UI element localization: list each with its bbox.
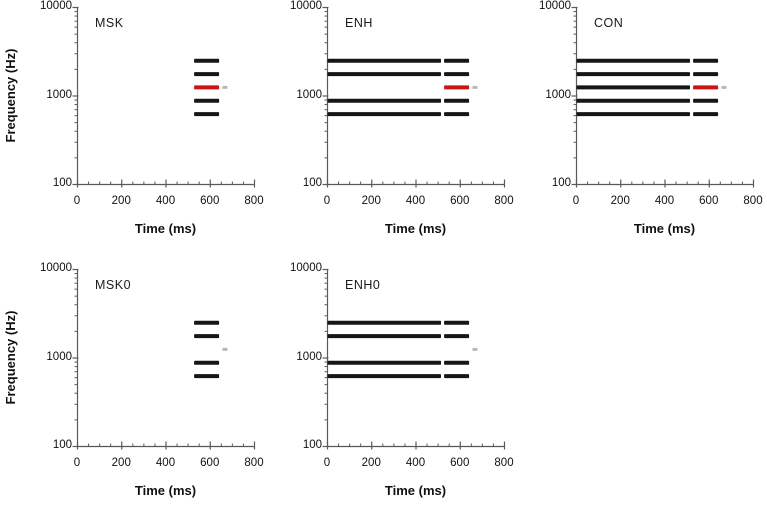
x-tick-label: 400: [155, 457, 176, 469]
x-tick-label: 400: [405, 457, 426, 469]
x-tick-label: 0: [73, 457, 81, 469]
signal-segment: [693, 85, 719, 90]
band-segment: [327, 72, 442, 77]
x-tick-label: 200: [111, 457, 131, 469]
y-tick-label: 10000: [290, 262, 322, 274]
band-segment: [327, 360, 442, 365]
x-tick-label: 200: [610, 195, 630, 207]
x-tick-label: 600: [699, 195, 719, 207]
plot-area: [571, 6, 755, 188]
x-tick-label: 800: [494, 195, 514, 207]
band-segment: [444, 374, 470, 379]
signal-segment: [194, 85, 220, 90]
y-tick-label: 10000: [40, 262, 72, 274]
band-segment: [576, 58, 691, 63]
x-tick-label: 800: [494, 457, 514, 469]
band-segment: [194, 112, 220, 117]
probe-segment: [222, 347, 228, 351]
x-axis-title: Time (ms): [633, 221, 696, 236]
probe-segment: [222, 85, 228, 89]
band-segment: [576, 85, 691, 90]
band-segment: [576, 98, 691, 103]
band-segment: [444, 112, 470, 117]
panel-label: ENH: [345, 16, 373, 30]
x-tick-label: 200: [361, 457, 381, 469]
y-tick-label: 100: [52, 439, 72, 451]
x-tick-label: 0: [73, 195, 81, 207]
band-segment: [444, 320, 470, 325]
x-tick-label: 800: [743, 195, 763, 207]
band-segment: [327, 112, 442, 117]
x-axis-title: Time (ms): [384, 483, 447, 498]
band-segment: [327, 58, 442, 63]
band-segment: [327, 98, 442, 103]
panel-label: ENH0: [345, 278, 381, 292]
x-axis-title: Time (ms): [134, 221, 197, 236]
y-tick-label: 1000: [46, 88, 72, 101]
band-segment: [327, 320, 442, 325]
band-segment: [693, 112, 719, 117]
x-tick-label: 200: [361, 195, 381, 207]
band-segment: [194, 360, 220, 365]
y-tick-label: 1000: [296, 350, 322, 363]
plot-area: [72, 6, 256, 188]
y-tick-label: 100: [302, 177, 322, 189]
x-tick-label: 600: [200, 457, 220, 469]
band-segment: [194, 72, 220, 77]
x-tick-label: 800: [244, 457, 264, 469]
signal-segment: [444, 85, 470, 90]
x-axis-title: Time (ms): [134, 483, 197, 498]
band-segment: [444, 72, 470, 77]
band-segment: [194, 58, 220, 63]
probe-segment: [721, 85, 727, 89]
x-tick-label: 800: [244, 195, 264, 207]
probe-segment: [472, 85, 478, 89]
y-tick-label: 100: [551, 177, 571, 189]
plot-area: [322, 268, 506, 450]
y-tick-label: 10000: [539, 0, 571, 12]
band-segment: [693, 58, 719, 63]
band-segment: [194, 334, 220, 339]
x-axis-title: Time (ms): [384, 221, 447, 236]
band-segment: [444, 360, 470, 365]
x-tick-label: 600: [200, 195, 220, 207]
x-tick-label: 0: [323, 195, 331, 207]
x-tick-label: 600: [450, 457, 470, 469]
x-tick-label: 200: [111, 195, 131, 207]
band-segment: [444, 334, 470, 339]
band-segment: [576, 112, 691, 117]
plot-area: [322, 6, 506, 188]
band-segment: [444, 98, 470, 103]
y-tick-label: 1000: [46, 350, 72, 363]
x-tick-label: 400: [405, 195, 426, 207]
plot-area: [72, 268, 256, 450]
x-tick-label: 600: [450, 195, 470, 207]
y-tick-label: 1000: [296, 88, 322, 101]
y-tick-label: 10000: [40, 0, 72, 12]
band-segment: [194, 374, 220, 379]
band-segment: [576, 72, 691, 77]
x-tick-label: 400: [654, 195, 675, 207]
x-tick-label: 0: [572, 195, 580, 207]
panel-label: MSK0: [95, 278, 132, 292]
probe-segment: [472, 347, 478, 351]
band-segment: [444, 58, 470, 63]
x-tick-label: 400: [155, 195, 176, 207]
y-tick-label: 100: [52, 177, 72, 189]
panel-label: MSK: [95, 16, 124, 30]
band-segment: [693, 98, 719, 103]
band-segment: [327, 374, 442, 379]
y-tick-label: 100: [302, 439, 322, 451]
band-segment: [194, 98, 220, 103]
band-segment: [327, 334, 442, 339]
band-segment: [693, 72, 719, 77]
y-tick-label: 1000: [545, 88, 571, 101]
panel-label: CON: [594, 16, 624, 30]
x-tick-label: 0: [323, 457, 331, 469]
band-segment: [194, 320, 220, 325]
y-tick-label: 10000: [290, 0, 322, 12]
